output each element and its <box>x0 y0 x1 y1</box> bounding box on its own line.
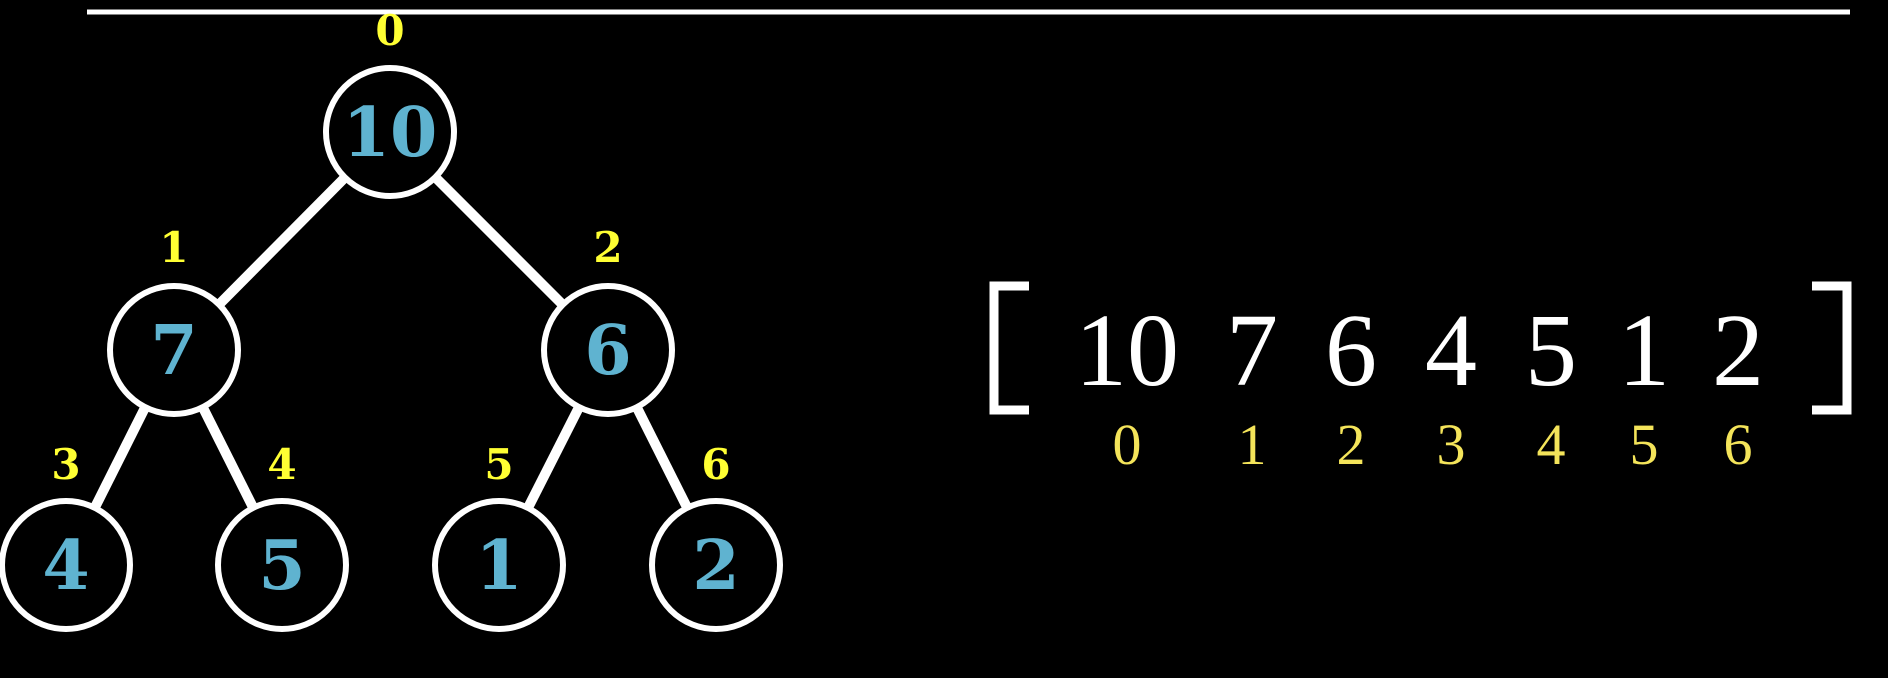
array-value-5: 1 <box>1618 293 1670 408</box>
tree-edge-2-6 <box>632 404 692 511</box>
node-circle <box>323 65 457 199</box>
tree-edges <box>90 173 692 511</box>
array-value-1: 7 <box>1226 293 1278 408</box>
node-circle <box>107 283 241 417</box>
tree-node-0: 10 0 <box>323 6 457 199</box>
array-index-2: 2 <box>1337 412 1366 477</box>
node-circle <box>0 498 133 632</box>
array-index-4: 4 <box>1537 412 1566 477</box>
node-circle <box>541 283 675 417</box>
tree-edge-1-3 <box>90 404 150 511</box>
array-value-6: 2 <box>1712 293 1764 408</box>
node-index-label: 0 <box>375 6 404 55</box>
node-circle <box>649 498 783 632</box>
array-values: 10 7 6 4 5 1 2 <box>1075 293 1764 408</box>
node-value: 1 <box>475 526 522 606</box>
node-value: 6 <box>584 311 631 391</box>
tree-node-2: 62 <box>541 223 675 417</box>
tree-edge-0-1 <box>215 173 349 309</box>
node-index-label: 4 <box>267 440 296 489</box>
node-index-label: 3 <box>51 440 80 489</box>
array-index-0: 0 <box>1113 412 1142 477</box>
array-index-6: 6 <box>1724 412 1753 477</box>
tree-edge-2-5 <box>523 404 584 511</box>
tree-node-6: 26 <box>649 440 783 632</box>
node-index-label: 6 <box>701 440 730 489</box>
node-value: 2 <box>692 526 739 606</box>
array-index-3: 3 <box>1437 412 1466 477</box>
node-value: 4 <box>42 526 89 606</box>
tree-node-5: 15 <box>432 440 566 632</box>
right-bracket <box>1812 281 1852 415</box>
left-bracket <box>989 281 1029 415</box>
node-circle <box>215 498 349 632</box>
array-value-0: 10 <box>1075 293 1179 408</box>
tree-node-3: 43 <box>0 440 133 632</box>
node-circle <box>432 498 566 632</box>
node-index-label: 1 <box>159 223 188 272</box>
array-value-2: 6 <box>1325 293 1377 408</box>
node-value: 10 <box>343 93 438 173</box>
array-index-1: 1 <box>1238 412 1267 477</box>
tree-node-4: 54 <box>215 440 349 632</box>
node-value: 7 <box>150 311 197 391</box>
tree-edge-0-2 <box>431 173 567 309</box>
array-value-4: 5 <box>1525 293 1577 408</box>
array-value-3: 4 <box>1425 293 1477 408</box>
tree-edge-1-4 <box>198 404 258 511</box>
node-value: 5 <box>258 526 305 606</box>
node-index-label: 5 <box>484 440 513 489</box>
tree-node-1: 71 <box>107 223 241 417</box>
node-index-label: 2 <box>593 223 622 272</box>
array-index-5: 5 <box>1630 412 1659 477</box>
